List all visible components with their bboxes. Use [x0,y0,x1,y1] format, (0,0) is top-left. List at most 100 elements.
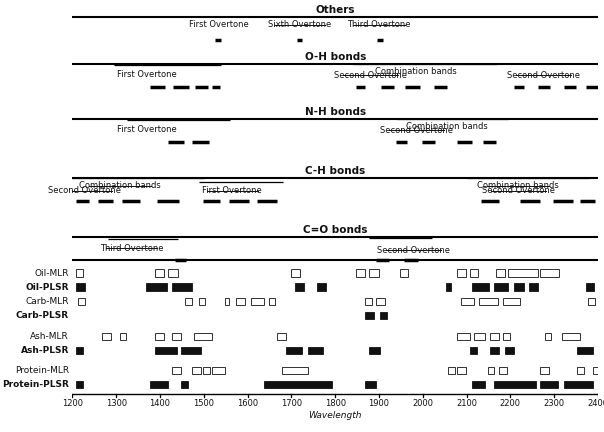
Text: Combination bands: Combination bands [477,181,559,190]
Bar [356,269,365,277]
Text: First Overtone: First Overtone [117,125,177,134]
Bar [494,381,536,388]
Text: Carb-MLR: Carb-MLR [25,297,69,306]
Text: Protein-PLSR: Protein-PLSR [2,380,69,389]
Bar [286,347,301,354]
Bar [487,367,494,375]
Bar [172,333,181,340]
Bar [120,333,126,340]
Bar [102,333,111,340]
Bar [76,283,85,291]
Bar [493,283,508,291]
Text: 1200: 1200 [62,399,83,408]
Bar [472,381,486,388]
Text: Second Overtone: Second Overtone [380,126,453,135]
Text: 2400: 2400 [588,399,604,408]
Bar [365,311,374,319]
Bar [76,347,83,354]
Bar [461,298,475,305]
Text: N-H bonds: N-H bonds [304,107,366,117]
Bar [564,381,593,388]
Text: 2100: 2100 [456,399,477,408]
Bar [475,333,486,340]
Bar [540,367,549,375]
Bar [150,381,168,388]
Bar [146,283,167,291]
Bar [212,367,225,375]
Text: Second Overtone: Second Overtone [48,186,121,195]
Bar [562,333,580,340]
Bar [496,269,505,277]
Text: O-H bonds: O-H bonds [304,52,366,62]
Bar [295,283,304,291]
Bar [508,269,538,277]
Text: C-H bonds: C-H bonds [305,166,365,176]
Bar [155,269,164,277]
Bar [577,367,584,375]
Text: 1600: 1600 [237,399,258,408]
Bar [490,347,498,354]
Bar [376,298,385,305]
Bar [540,269,559,277]
Text: Protein-MLR: Protein-MLR [15,366,69,375]
Bar [370,269,379,277]
Text: 1800: 1800 [325,399,345,408]
Text: 2000: 2000 [413,399,433,408]
Bar [446,283,451,291]
Bar [365,298,371,305]
Bar [181,381,188,388]
Bar [503,333,510,340]
Bar [172,367,181,375]
Text: Others: Others [315,5,355,15]
Bar [400,269,408,277]
Bar [498,367,507,375]
Text: First Overtone: First Overtone [189,20,249,29]
Bar [540,381,557,388]
Bar [76,269,83,277]
Text: First Overtone: First Overtone [202,186,262,195]
Bar [181,347,201,354]
Text: Oil-PLSR: Oil-PLSR [25,283,69,292]
Bar [225,298,230,305]
Bar [203,367,210,375]
Text: Second Overtone: Second Overtone [377,246,449,254]
Bar [457,333,470,340]
Text: Carb-PLSR: Carb-PLSR [16,311,69,320]
Text: Third Overtone: Third Overtone [100,244,163,253]
Bar [457,367,466,375]
Bar [199,298,205,305]
Bar [381,311,387,319]
Bar [194,333,212,340]
Text: 1900: 1900 [368,399,390,408]
Text: First Overtone: First Overtone [117,70,177,79]
Text: 1700: 1700 [281,399,302,408]
Bar [586,283,594,291]
Text: Second Overtone: Second Overtone [482,186,554,195]
Bar [365,381,376,388]
Bar [155,347,177,354]
Bar [265,381,332,388]
Bar [172,283,192,291]
Text: Oil-MLR: Oil-MLR [34,269,69,278]
Bar [236,298,245,305]
Bar [472,283,489,291]
Text: 2300: 2300 [544,399,565,408]
Text: 1500: 1500 [193,399,214,408]
Text: Ash-MLR: Ash-MLR [30,332,69,341]
Bar [370,347,381,354]
Bar [269,298,275,305]
Text: Second Overtone: Second Overtone [507,71,580,80]
Bar [155,333,164,340]
Bar [277,333,286,340]
Text: Sixth Overtone: Sixth Overtone [268,20,331,29]
Bar [168,269,178,277]
Bar [470,269,478,277]
Bar [577,347,593,354]
Bar [588,298,595,305]
Bar [490,333,498,340]
Text: Second Overtone: Second Overtone [334,71,406,80]
Text: Third Overtone: Third Overtone [347,20,411,29]
Bar [308,347,323,354]
Bar [545,333,551,340]
Bar [317,283,326,291]
